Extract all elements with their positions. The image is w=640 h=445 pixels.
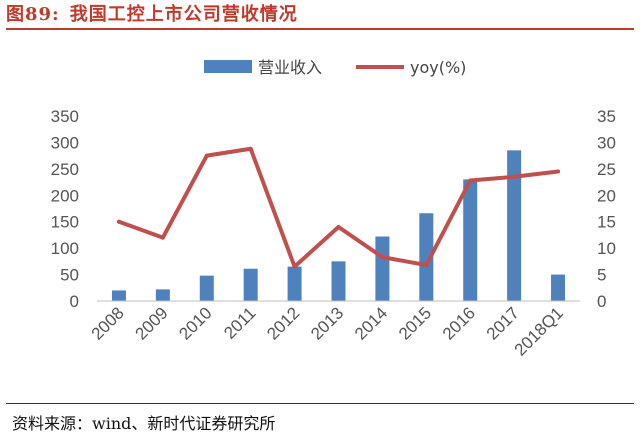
y-right-tick-label: 30 — [597, 133, 616, 152]
y-left-tick-label: 50 — [60, 266, 79, 285]
x-axis-labels: 2008 2009 2010 2011 2012 2013 2014 2015 2016 2017… — [88, 303, 567, 359]
yoy-point-2010 — [204, 153, 209, 158]
y-left-tick-label: 350 — [51, 107, 79, 126]
yoy-point-2008 — [116, 219, 121, 224]
bar-2008 — [111, 290, 126, 301]
y-right-tick-label: 35 — [597, 107, 616, 126]
revenue-chart: 营业收入 yoy(%) 0 50 100 150 200 250 300 350 0 5 10 15… — [51, 58, 616, 360]
x-tick-label: 2017 — [483, 303, 523, 343]
y-left-tick-label: 100 — [51, 239, 79, 258]
y-left-tick-label: 300 — [51, 133, 79, 152]
x-tick-label: 2013 — [307, 303, 347, 343]
y-left-tick-label: 150 — [51, 213, 79, 232]
yoy-point-2013 — [336, 225, 341, 229]
yoy-point-2012 — [292, 264, 297, 269]
bar-2013 — [331, 261, 346, 301]
legend-label-yoy: yoy(%) — [410, 58, 466, 77]
figure-title: 图89: 我国工控上市公司营收情况 — [6, 0, 298, 26]
legend-label-revenue: 营业收入 — [258, 58, 322, 77]
yoy-point-2018q1 — [556, 169, 561, 174]
x-tick-label: 2011 — [220, 303, 259, 342]
bar-2010 — [199, 275, 214, 301]
y-right-tick-label: 0 — [597, 292, 606, 311]
yoy-point-2017 — [512, 174, 517, 179]
y-right-tick-label: 20 — [597, 186, 616, 205]
bar-2016 — [463, 179, 478, 301]
y-axis-right: 0 5 10 15 20 25 30 35 — [597, 107, 616, 311]
y-left-tick-label: 250 — [51, 160, 79, 179]
x-tick-label: 2015 — [395, 303, 435, 343]
yoy-point-2011 — [248, 146, 253, 151]
x-tick-label: 2010 — [175, 303, 215, 343]
source-note: 资料来源：wind、新时代证券研究所 — [12, 414, 276, 433]
figure-number: 图89: — [6, 4, 60, 25]
legend-swatch-revenue — [204, 60, 252, 73]
x-tick-label: 2008 — [88, 303, 128, 343]
y-right-tick-label: 10 — [597, 239, 616, 258]
y-right-tick-label: 15 — [597, 213, 616, 232]
bar-2017 — [507, 150, 522, 301]
yoy-point-2016 — [468, 178, 473, 183]
yoy-point-2015 — [424, 263, 429, 268]
bar-2012 — [287, 266, 302, 301]
y-right-tick-label: 25 — [597, 160, 616, 179]
yoy-point-2009 — [160, 235, 165, 240]
bar-2015 — [419, 213, 434, 301]
legend: 营业收入 yoy(%) — [204, 58, 466, 77]
y-right-tick-label: 5 — [597, 266, 606, 285]
x-tick-label: 2012 — [263, 303, 303, 343]
title-rule — [6, 28, 634, 30]
line-series — [116, 146, 561, 269]
bar-2014 — [375, 236, 390, 301]
y-left-tick-label: 0 — [70, 292, 79, 311]
x-tick-label: 2018Q1 — [511, 303, 567, 359]
figure-title-text: 我国工控上市公司营收情况 — [69, 4, 298, 25]
footer-rule — [6, 403, 634, 404]
bar-2018q1 — [551, 274, 566, 301]
x-tick-label: 2016 — [439, 303, 479, 343]
x-tick-label: 2014 — [351, 303, 391, 343]
y-axis-left: 0 50 100 150 200 250 300 350 — [51, 107, 79, 311]
yoy-point-2014 — [380, 255, 385, 260]
x-tick-label: 2009 — [132, 303, 172, 343]
y-left-tick-label: 200 — [51, 186, 79, 205]
bar-2009 — [155, 289, 170, 301]
yoy-line — [116, 146, 561, 269]
bar-2011 — [243, 268, 258, 301]
